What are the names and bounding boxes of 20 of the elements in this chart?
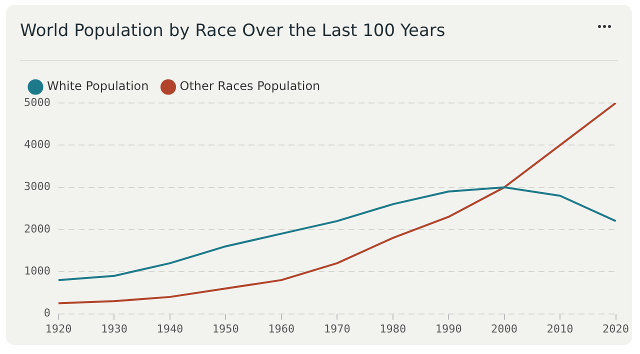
y-tick-label: 4000: [24, 138, 50, 152]
legend-label: Other Races Population: [180, 79, 320, 94]
x-tick-label: 2010: [546, 322, 574, 336]
x-tick-label: 1930: [100, 322, 128, 336]
y-tick-label: 1000: [24, 264, 50, 278]
x-tick-label: 1990: [435, 322, 462, 336]
x-tick-label: 1970: [324, 322, 350, 336]
x-tick-label: 2000: [491, 322, 518, 336]
y-tick-label: 0: [44, 306, 50, 320]
chart-title: World Population by Race Over the Last 100 Years: [20, 21, 446, 41]
x-tick-label: 1950: [212, 322, 239, 336]
legend-label: White Population: [47, 79, 149, 94]
y-tick-label: 2000: [24, 222, 50, 236]
x-tick-label: 2020: [602, 322, 630, 336]
x-tick-label: 1980: [380, 322, 406, 336]
x-tick-label: 1920: [45, 322, 72, 336]
y-tick-label: 5000: [24, 96, 50, 109]
x-tick-label: 1960: [268, 322, 295, 336]
y-tick-label: 3000: [24, 180, 50, 194]
x-tick-label: 1940: [156, 322, 184, 336]
